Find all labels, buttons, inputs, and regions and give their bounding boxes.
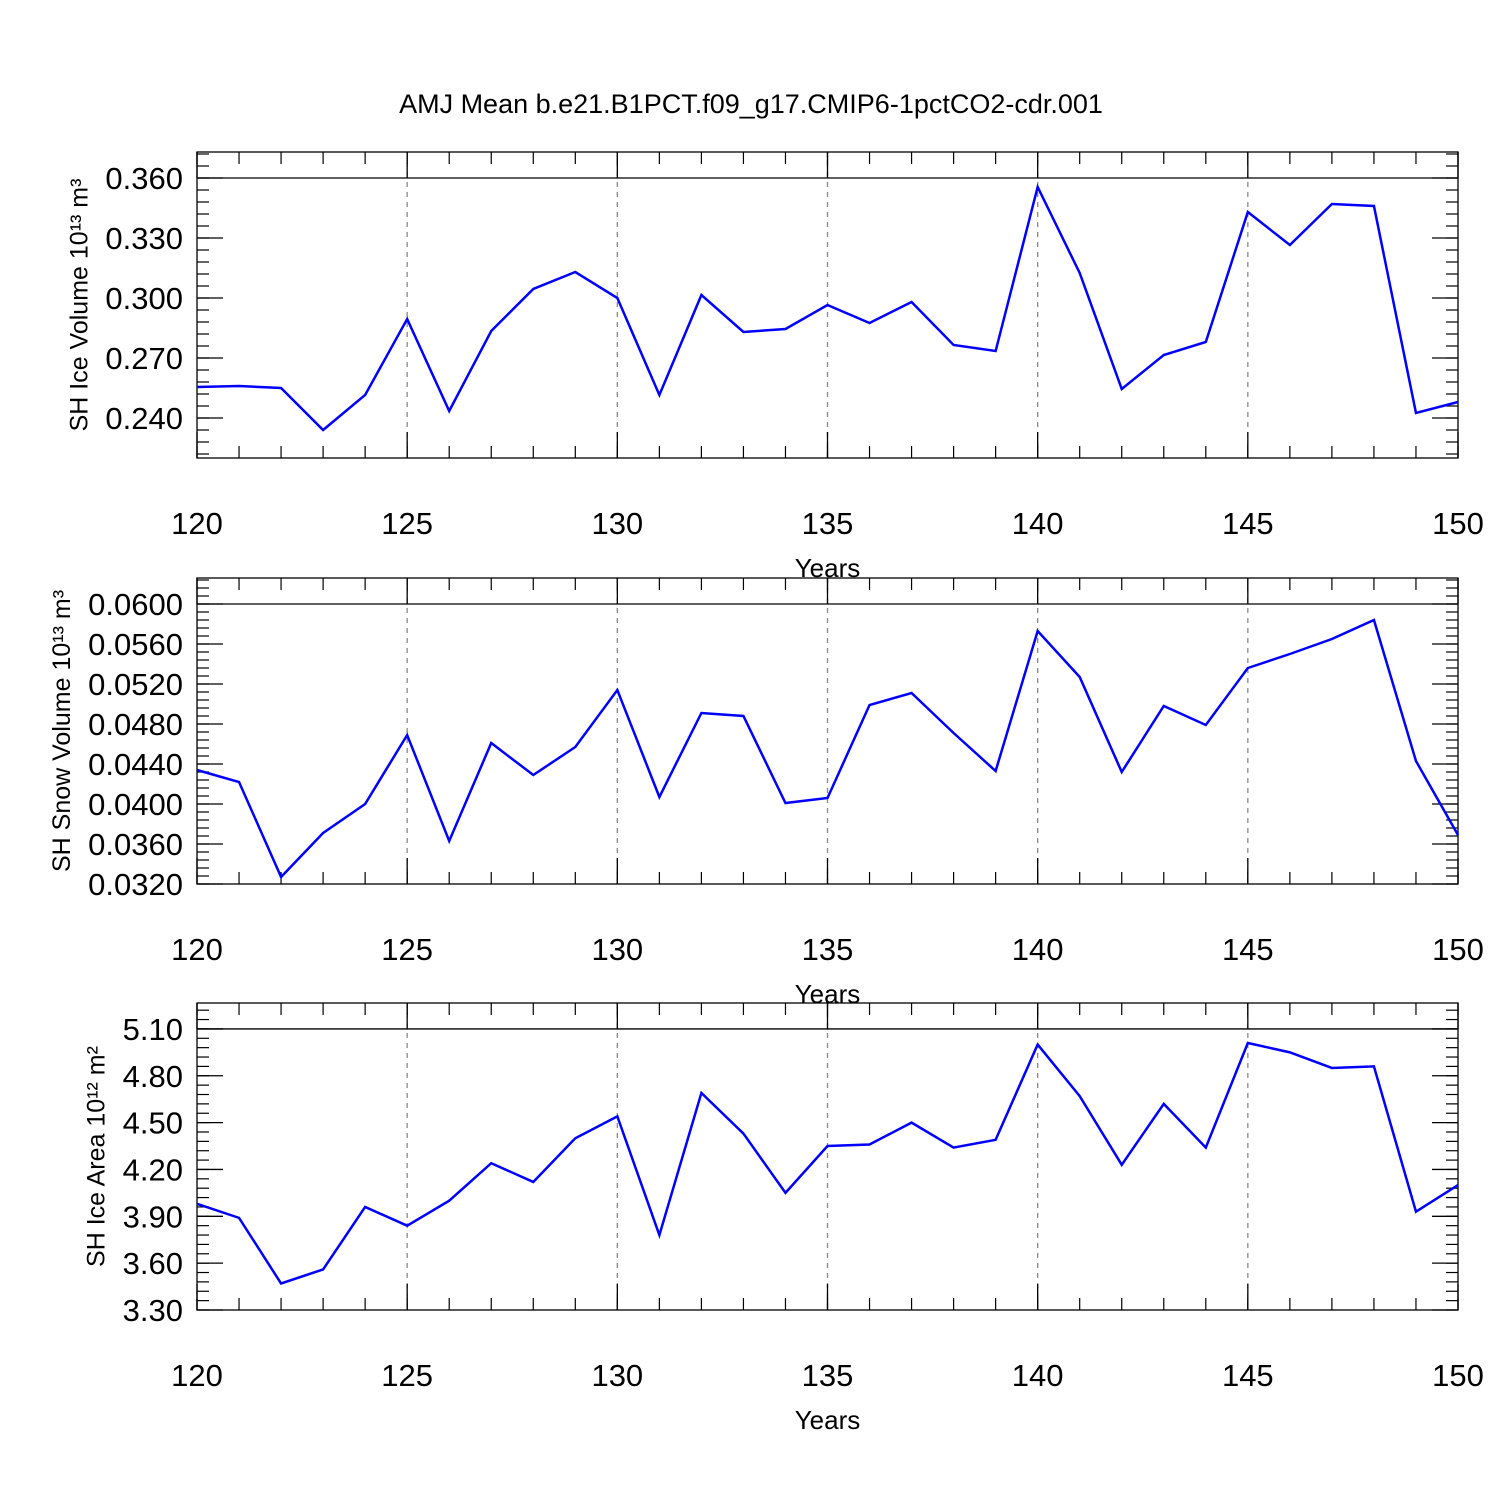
plot-frame <box>196 151 1459 459</box>
y-tick-label: 3.30 <box>123 1293 183 1328</box>
y-tick-label: 3.90 <box>123 1199 183 1234</box>
y-tick-label: 0.240 <box>105 401 183 436</box>
y-tick-label: 0.270 <box>105 341 183 376</box>
data-line <box>196 1041 1459 1285</box>
y-tick-label: 4.80 <box>123 1059 183 1094</box>
y-tick-label: 0.300 <box>105 281 183 316</box>
x-tick-label: 135 <box>802 932 854 967</box>
y-tick-label: 0.0480 <box>88 707 183 742</box>
x-tick-label: 130 <box>591 506 643 541</box>
y-tick-label: 4.20 <box>123 1152 183 1187</box>
y-axis-label: SH Snow Volume 10¹³ m³ <box>48 590 76 872</box>
data-line <box>196 618 1460 880</box>
data-line <box>196 183 1459 432</box>
x-tick-label: 140 <box>1012 506 1064 541</box>
chart-title: AMJ Mean b.e21.B1PCT.f09_g17.CMIP6-1pctC… <box>399 89 1103 119</box>
panel: 120 125 130 135 140 145 150 0.0320 0.0360 0.0400 0… <box>48 577 1484 1009</box>
x-tick-label: 150 <box>1432 1358 1484 1393</box>
x-tick-label: 125 <box>381 506 433 541</box>
y-tick-label: 5.10 <box>123 1012 183 1047</box>
y-tick-label: 0.0400 <box>88 787 183 822</box>
x-tick-label: 135 <box>802 506 854 541</box>
x-tick-label: 125 <box>381 1358 433 1393</box>
plot-frame <box>196 577 1459 885</box>
y-tick-label: 0.0360 <box>88 827 183 862</box>
y-tick-label: 0.0600 <box>88 587 183 622</box>
y-tick-label: 0.0440 <box>88 747 183 782</box>
x-tick-label: 135 <box>802 1358 854 1393</box>
x-tick-label: 140 <box>1012 1358 1064 1393</box>
x-tick-label: 120 <box>171 506 223 541</box>
y-axis-label: SH Ice Area 10¹² m² <box>83 1046 111 1267</box>
y-tick-label: 0.0560 <box>88 627 183 662</box>
y-tick-label: 0.360 <box>105 161 183 196</box>
y-tick-label: 4.50 <box>123 1106 183 1141</box>
x-tick-label: 150 <box>1432 506 1484 541</box>
x-tick-label: 145 <box>1222 932 1274 967</box>
x-tick-label: 125 <box>381 932 433 967</box>
x-tick-label: 150 <box>1432 932 1484 967</box>
y-tick-label: 0.0520 <box>88 667 183 702</box>
x-tick-label: 130 <box>591 1358 643 1393</box>
x-tick-label: 140 <box>1012 932 1064 967</box>
y-tick-label: 0.0320 <box>88 867 183 902</box>
panel: 120 125 130 135 140 145 150 0.240 0.270 0.300 0.33… <box>65 151 1484 583</box>
x-tick-label: 130 <box>591 932 643 967</box>
plot-frame <box>196 1002 1459 1311</box>
y-axis-label: SH Ice Volume 10¹³ m³ <box>65 179 93 432</box>
x-tick-label: 120 <box>171 1358 223 1393</box>
panel: 120 125 130 135 140 145 150 3.30 3.60 3.90 4.20 4.5… <box>83 1002 1484 1435</box>
x-tick-label: 145 <box>1222 1358 1274 1393</box>
x-tick-label: 145 <box>1222 506 1274 541</box>
y-tick-label: 3.60 <box>123 1246 183 1281</box>
y-tick-label: 0.330 <box>105 221 183 256</box>
x-tick-label: 120 <box>171 932 223 967</box>
x-axis-label: Years <box>795 1405 861 1435</box>
